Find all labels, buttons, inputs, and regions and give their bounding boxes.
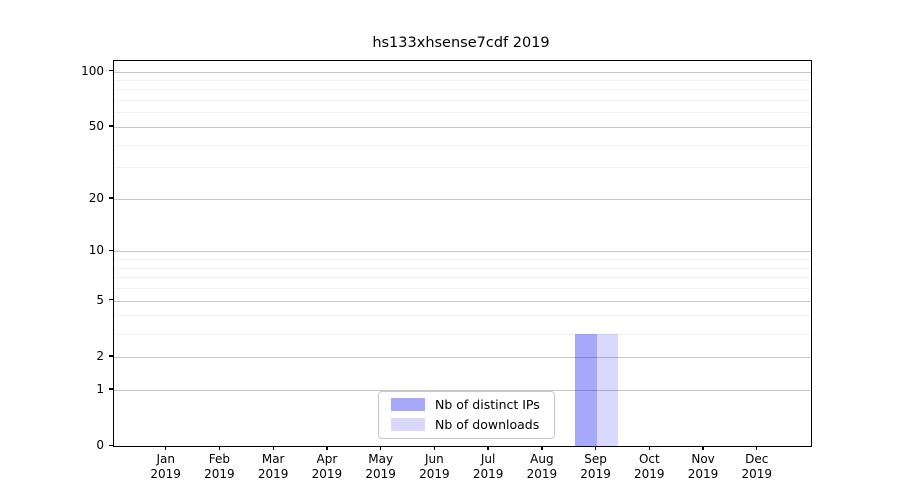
x-tick-year: 2019: [687, 467, 719, 482]
gridline-minor: [113, 89, 811, 91]
y-tick-mark: [108, 444, 113, 446]
x-tick-label: Dec 2019: [725, 452, 789, 483]
y-tick-mark: [108, 197, 113, 199]
x-tick-label: Jun 2019: [402, 452, 466, 483]
x-tick-mark: [272, 446, 274, 450]
gridline-major: [113, 389, 811, 391]
gridline-minor: [113, 333, 811, 335]
y-tick-label: 5: [96, 292, 104, 307]
x-tick-mark: [487, 446, 489, 450]
x-tick-mark: [702, 446, 704, 450]
x-tick-year: 2019: [634, 467, 665, 482]
gridline-major: [113, 198, 811, 200]
y-tick-mark: [108, 388, 113, 390]
y-tick-label: 2: [96, 348, 104, 363]
x-tick-mark: [541, 446, 543, 450]
y-tick-label: 1: [96, 381, 104, 396]
x-tick-year: 2019: [257, 467, 289, 482]
gridline-minor: [113, 259, 811, 261]
x-tick-year: 2019: [365, 467, 396, 482]
legend-item-downloads: Nb of downloads: [391, 417, 554, 432]
legend-item-distinct-ips: Nb of distinct IPs: [391, 397, 554, 412]
x-tick-year: 2019: [526, 467, 558, 482]
x-tick-year: 2019: [150, 467, 181, 482]
y-tick-label: 0: [96, 438, 104, 452]
y-tick-mark: [108, 355, 113, 357]
x-tick-mark: [165, 446, 167, 450]
x-tick-year: 2019: [204, 467, 235, 482]
x-tick-mark: [379, 446, 382, 450]
gridline-minor: [113, 144, 811, 146]
x-tick-label: Jan 2019: [134, 452, 198, 483]
gridline-major: [113, 251, 811, 253]
legend-label-downloads: Nb of downloads: [435, 417, 540, 432]
gridline-minor: [113, 315, 811, 317]
x-tick-label: Nov 2019: [671, 452, 735, 483]
gridline-minor: [113, 167, 811, 169]
chart-title: hs133xhsense7cdf 2019: [372, 35, 550, 51]
x-tick-year: 2019: [472, 467, 504, 482]
x-tick-mark: [433, 446, 436, 450]
x-tick-mark: [326, 446, 328, 450]
x-tick-label: Feb 2019: [187, 452, 251, 483]
x-tick-label: Jul 2019: [456, 452, 520, 483]
x-tick-year: 2019: [419, 467, 450, 482]
y-tick-label: 100: [81, 63, 104, 78]
gridline-major: [113, 356, 811, 358]
bar-downloads: [596, 333, 619, 446]
y-tick-label: 50: [88, 118, 104, 133]
legend-swatch-downloads-icon: [391, 418, 425, 431]
bar-distinct-ips: [575, 333, 597, 446]
gridline-minor: [113, 267, 811, 269]
plot-area: [112, 60, 812, 447]
y-tick-label: 20: [88, 190, 104, 205]
gridline-major: [113, 126, 811, 128]
gridline-minor: [113, 112, 811, 114]
x-tick-mark: [218, 446, 221, 450]
gridline-major: [113, 71, 811, 73]
x-tick-label: Aug 2019: [510, 452, 574, 483]
x-tick-mark: [648, 446, 650, 450]
gridline-minor: [113, 79, 811, 81]
gridline-minor: [113, 277, 811, 279]
x-tick-label: Mar 2019: [241, 452, 305, 483]
x-tick-mark: [594, 446, 597, 450]
legend-swatch-distinct-ips-icon: [391, 398, 425, 411]
x-tick-label: Apr 2019: [295, 452, 359, 483]
legend-label-distinct-ips: Nb of distinct IPs: [435, 397, 540, 412]
x-tick-mark: [756, 446, 758, 450]
gridline-minor: [113, 100, 811, 102]
x-tick-year: 2019: [580, 467, 611, 482]
gridline-major: [113, 300, 811, 302]
gridline-minor: [113, 288, 811, 290]
x-tick-label: Oct 2019: [617, 452, 681, 483]
y-tick-mark: [108, 299, 113, 301]
x-tick-year: 2019: [311, 467, 343, 482]
x-tick-year: 2019: [741, 467, 773, 482]
y-tick-mark: [108, 249, 113, 252]
y-tick-mark: [108, 70, 113, 72]
y-tick-mark: [108, 125, 113, 127]
x-tick-label: Sep 2019: [564, 452, 628, 483]
x-tick-label: May 2019: [349, 452, 413, 483]
y-tick-label: 10: [88, 243, 104, 258]
legend: Nb of distinct IPs Nb of downloads: [378, 390, 555, 439]
